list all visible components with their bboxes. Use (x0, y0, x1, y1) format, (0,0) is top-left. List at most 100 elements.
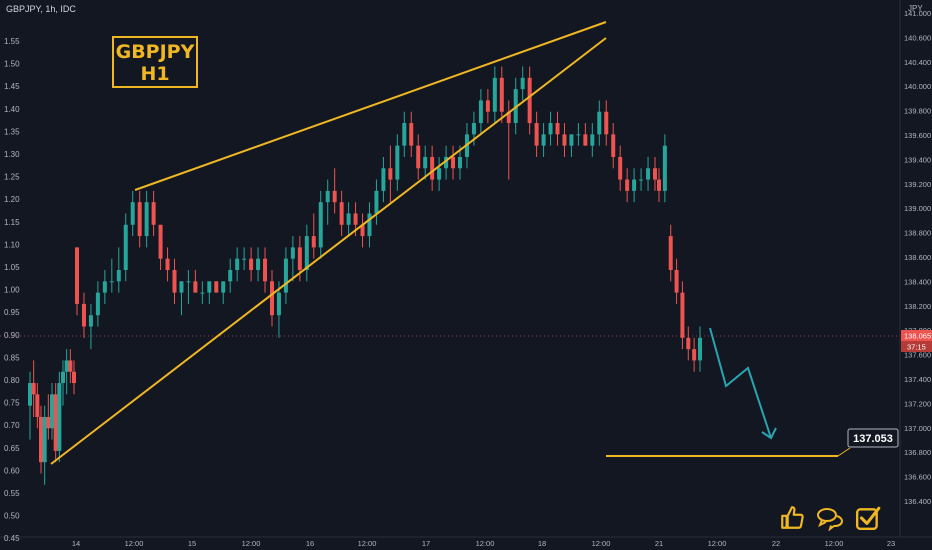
candle-body (639, 179, 644, 181)
drawings: 137.053 (50, 21, 899, 465)
left-axis-tick: 1.05 (4, 263, 20, 272)
candle-body (698, 337, 702, 361)
candle-body (35, 394, 40, 417)
candle-body (46, 416, 51, 429)
candle-body (478, 100, 483, 124)
projection-arrowhead (761, 427, 777, 440)
right-axis-tick: 137.200 (904, 399, 931, 408)
wedge-lower-trendline (50, 37, 607, 465)
right-axis-tick: 138.600 (904, 253, 931, 262)
x-axis-tick: 12:00 (125, 539, 144, 548)
candle-body (61, 371, 65, 384)
x-axis-tick: 12:00 (708, 539, 727, 548)
candle-body (632, 179, 637, 191)
candle-body (485, 100, 490, 112)
candle-body (423, 156, 428, 169)
right-axis-tick: 139.000 (904, 204, 931, 213)
candle-body (395, 145, 400, 180)
candle-body (402, 123, 407, 146)
candle-body (249, 258, 254, 270)
candle-body (158, 224, 163, 259)
candle-body (562, 134, 567, 146)
x-axis-tick: 22 (772, 539, 780, 548)
candle-body (165, 258, 170, 270)
right-axis-tick: 140.400 (904, 58, 931, 67)
candle-body (242, 258, 247, 260)
candle-body (674, 270, 679, 293)
left-axis-tick: 0.85 (4, 353, 20, 362)
candle-body (72, 371, 76, 384)
candle-body (346, 213, 351, 225)
right-axis-tick: 136.800 (904, 448, 931, 457)
candle-body (109, 281, 114, 283)
candle-body (151, 202, 156, 225)
candle-body (75, 247, 79, 304)
projection-path (709, 327, 772, 439)
candle-body (548, 123, 553, 135)
right-axis-tick: 137.400 (904, 375, 931, 384)
candle-body (444, 156, 449, 169)
thumbs-up-icon[interactable] (778, 504, 806, 532)
left-axis-tick: 1.45 (4, 82, 20, 91)
x-axis-tick: 17 (422, 539, 430, 548)
left-axis-tick: 0.45 (4, 534, 20, 543)
right-axis-tick: 139.600 (904, 131, 931, 140)
right-axis-tick: 138.800 (904, 229, 931, 238)
right-axis-tick: 136.400 (904, 497, 931, 506)
left-axis-tick: 1.20 (4, 195, 20, 204)
x-axis-tick: 12:00 (592, 539, 611, 548)
candle-body (81, 303, 86, 327)
chat-bubbles-icon[interactable] (816, 504, 844, 532)
candle-body (583, 134, 588, 146)
candle-body (297, 247, 302, 270)
candle-body (311, 236, 316, 248)
candle-body (200, 292, 205, 294)
candle-body (283, 258, 288, 293)
left-axis-tick: 0.95 (4, 308, 20, 317)
candle-body (318, 202, 323, 248)
candle-body (668, 236, 673, 270)
x-axis-tick: 21 (655, 539, 663, 548)
candle-body (304, 236, 309, 270)
candle-body (269, 281, 274, 316)
candle-body (102, 281, 107, 293)
candle-body (381, 168, 386, 191)
left-axis-tick: 0.80 (4, 376, 20, 385)
candle-body (527, 77, 532, 124)
left-axis-tick: 1.15 (4, 218, 20, 227)
x-axis-tick: 12:00 (476, 539, 495, 548)
checkbox-icon[interactable] (854, 504, 882, 532)
right-axis-tick: 139.400 (904, 155, 931, 164)
candle-body (116, 270, 121, 282)
target-callout-leader (837, 447, 851, 457)
candle-body (68, 360, 73, 372)
reaction-icons (778, 504, 882, 532)
candle-body (646, 168, 651, 180)
candle-body (95, 292, 100, 316)
left-axis-tick: 0.55 (4, 489, 20, 498)
left-axis-tick: 0.90 (4, 331, 20, 340)
badge-symbol: GBPJPY (115, 41, 195, 63)
candle-body (534, 123, 539, 146)
candle-body (437, 168, 442, 180)
candles (28, 66, 702, 485)
left-axis-tick: 0.75 (4, 399, 20, 408)
right-axis-tick: 140.000 (904, 82, 931, 91)
candle-body (416, 145, 421, 169)
candle-body (657, 179, 661, 191)
candle-body (179, 281, 184, 293)
candle-body (499, 77, 504, 112)
left-axis-tick: 1.00 (4, 286, 20, 295)
candle-body (458, 156, 463, 169)
candle-body (430, 156, 435, 180)
candle-body (53, 394, 58, 451)
candle-body (31, 383, 36, 395)
left-axis-tick: 1.25 (4, 173, 20, 182)
badge-timeframe: H1 (140, 63, 170, 85)
right-axis-tick: 141.000 (904, 9, 931, 18)
candle-body (50, 394, 54, 429)
right-axis-tick: 136.600 (904, 473, 931, 482)
target-price-label: 137.053 (853, 433, 893, 445)
